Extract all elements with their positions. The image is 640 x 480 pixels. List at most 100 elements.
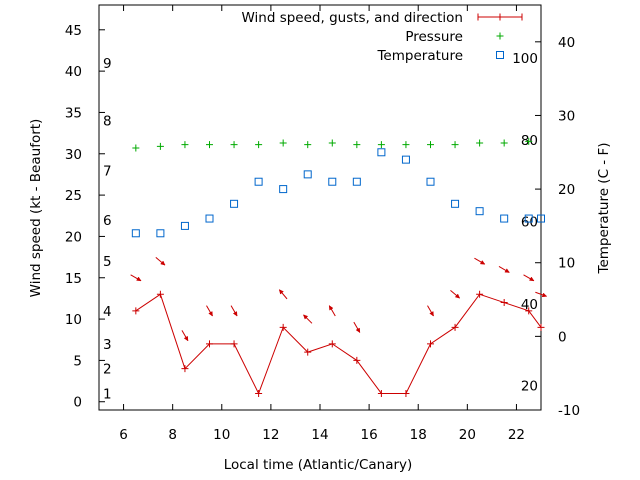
wind-speed-point xyxy=(353,356,361,364)
temperature-point xyxy=(303,170,312,179)
temperature-point xyxy=(180,221,189,230)
pressure-point xyxy=(353,141,361,149)
legend: Wind speed, gusts, and direction Pressure… xyxy=(241,10,523,64)
temperature-point xyxy=(451,199,460,208)
wind-speed-point xyxy=(255,389,263,397)
wind-direction-arrowhead xyxy=(136,276,142,282)
pressure-point xyxy=(500,139,508,147)
legend-label: Wind speed, gusts, and direction xyxy=(241,10,463,26)
temperature-point xyxy=(279,185,288,194)
wind-speed-point xyxy=(304,348,312,356)
y-left-tick-label: 5 xyxy=(73,353,82,369)
wind-direction-arrowhead xyxy=(232,311,238,317)
y-axis-label-right: Temperature (C - F) xyxy=(596,143,612,275)
temperature-point xyxy=(230,199,239,208)
y-left-tick-label: 35 xyxy=(65,105,82,121)
legend-key-marker xyxy=(496,51,504,59)
y-left-tick-label: 40 xyxy=(65,64,82,80)
pressure-point xyxy=(132,144,140,152)
pressure-point xyxy=(476,139,484,147)
pressure-point xyxy=(525,137,533,145)
y-left-tick-label: 10 xyxy=(65,312,82,328)
x-tick-label: 8 xyxy=(168,427,177,443)
legend-key-ends xyxy=(477,13,523,21)
wind-direction-arrowhead xyxy=(328,305,334,311)
y-left-tick-label: 25 xyxy=(65,188,82,204)
wind-direction-arrowhead xyxy=(479,260,486,265)
wind-direction-arrowhead xyxy=(208,311,213,317)
legend-key-marker xyxy=(496,32,504,40)
temperature-point xyxy=(328,177,337,186)
x-tick-label: 10 xyxy=(213,427,230,443)
plot-frame xyxy=(98,4,542,411)
pressure-point xyxy=(377,141,385,149)
pressure-point xyxy=(230,141,238,149)
temperature-point xyxy=(254,177,263,186)
wind-direction-arrowhead xyxy=(504,268,510,273)
x-tick-label: 14 xyxy=(311,427,328,443)
x-tick-label: 20 xyxy=(459,427,476,443)
temperature-point xyxy=(377,148,386,157)
pressure-point xyxy=(156,142,164,150)
pressure-point xyxy=(451,141,459,149)
pressure-point xyxy=(304,141,312,149)
beaufort-label: 1 xyxy=(103,386,112,402)
beaufort-label: 9 xyxy=(103,56,112,72)
y-right-tick-label: 0 xyxy=(558,329,567,345)
tick-marks xyxy=(99,5,541,411)
fahrenheit-label: 20 xyxy=(521,379,538,395)
beaufort-label: 4 xyxy=(103,304,112,320)
wind-speed-point xyxy=(132,307,140,315)
x-tick-label: 18 xyxy=(410,427,427,443)
legend-label: Temperature xyxy=(376,48,463,64)
temperature-point xyxy=(537,214,545,223)
temperature-point xyxy=(156,229,165,238)
fahrenheit-label: 40 xyxy=(521,297,538,313)
legend-label: Pressure xyxy=(405,29,463,45)
x-tick-label: 16 xyxy=(361,427,378,443)
x-tick-label: 22 xyxy=(508,427,525,443)
temperature-point xyxy=(524,214,533,223)
temperature-point xyxy=(426,177,435,186)
temperature-point xyxy=(205,214,214,223)
y-right-tick-label: 10 xyxy=(558,256,575,272)
wind-speed-point xyxy=(181,365,189,373)
wind-speed-point xyxy=(206,340,213,348)
beaufort-label: 5 xyxy=(103,254,112,270)
y-left-tick-label: 45 xyxy=(65,23,82,39)
temperature-point xyxy=(401,155,410,164)
temperature-point xyxy=(500,214,509,223)
wind-direction-arrowhead xyxy=(454,293,461,299)
y-left-tick-label: 15 xyxy=(65,271,82,287)
wind-speed-point xyxy=(328,340,336,348)
pressure-point xyxy=(427,141,434,149)
y-right-tick-label: 40 xyxy=(558,35,575,51)
y-right-tick-label: 30 xyxy=(558,108,575,124)
temperature-point xyxy=(131,229,140,238)
wind-speed-point xyxy=(156,290,164,298)
wind-direction-arrowhead xyxy=(278,289,284,295)
wind-speed-point xyxy=(451,323,459,331)
pressure-point xyxy=(279,139,287,147)
y-right-tick-label: 20 xyxy=(558,182,575,198)
pressure-point xyxy=(328,139,336,147)
wind-direction-arrowhead xyxy=(183,335,189,342)
x-axis-label: Local time (Atlantic/Canary) xyxy=(224,457,413,473)
temperature-point xyxy=(352,177,361,186)
pressure-point xyxy=(255,141,263,149)
beaufort-label: 2 xyxy=(103,362,112,378)
wind-speed-line xyxy=(135,293,542,395)
wind-speed-point xyxy=(377,389,385,397)
wind-speed-point xyxy=(525,307,533,315)
pressure-point xyxy=(206,141,213,149)
wind-direction-arrowhead xyxy=(303,314,309,320)
beaufort-label: 7 xyxy=(103,163,112,179)
wind-speed-point xyxy=(279,323,287,331)
fahrenheit-label: 100 xyxy=(512,51,538,67)
wind-speed-point xyxy=(427,340,434,348)
y-left-tick-label: 20 xyxy=(65,229,82,245)
series-layer xyxy=(130,137,548,397)
wind-speed-point xyxy=(500,299,508,307)
wind-direction-arrowhead xyxy=(541,292,548,298)
